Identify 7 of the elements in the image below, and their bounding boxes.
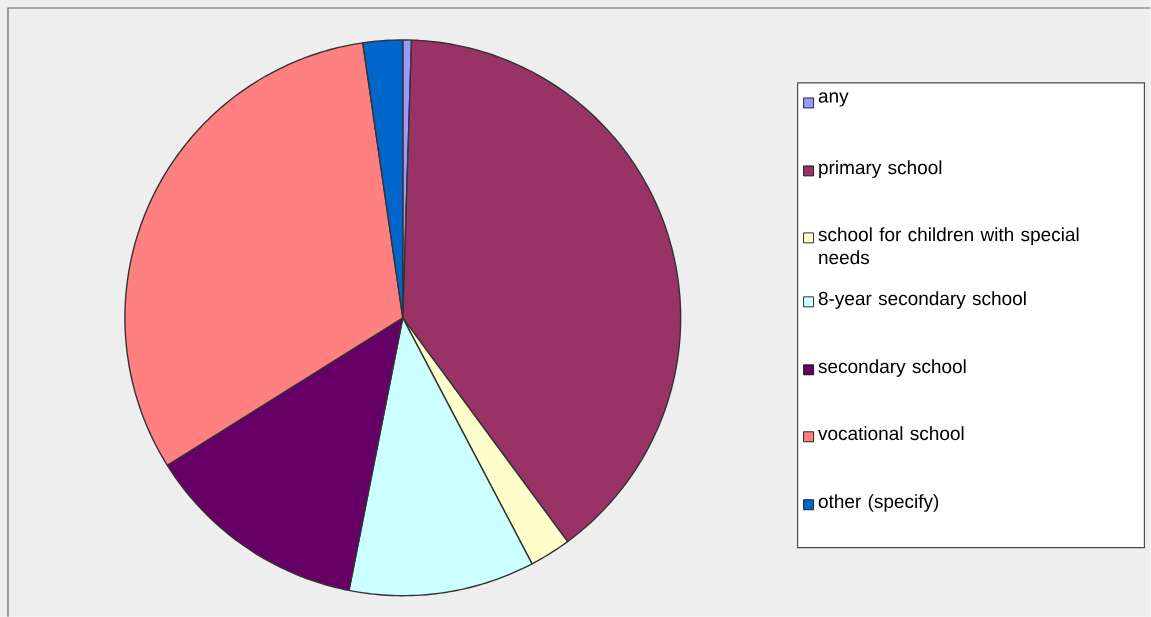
legend-label: secondary school — [818, 359, 966, 377]
legend-label: any — [818, 92, 849, 107]
legend-label: primary school — [819, 160, 942, 178]
legend-label: other (specify) — [818, 494, 939, 512]
legend-label: 8-year secondary school — [818, 291, 1026, 309]
legend-label: vocational school — [818, 426, 964, 440]
legend-label: school for children with special needs — [818, 227, 1079, 265]
